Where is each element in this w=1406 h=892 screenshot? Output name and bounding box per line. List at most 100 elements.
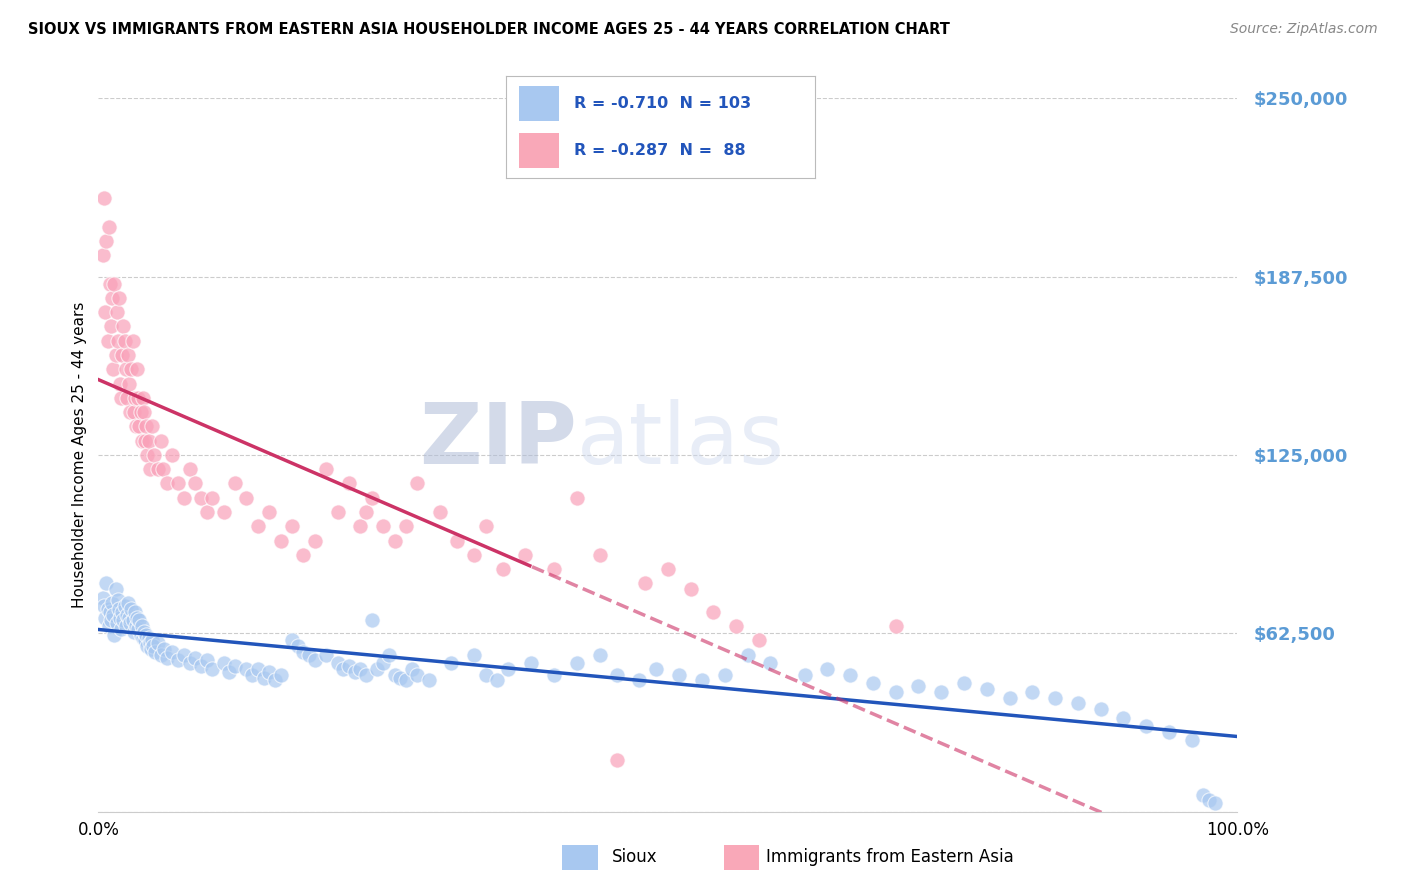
Point — [264, 673, 287, 688]
Point — [190, 659, 212, 673]
Point — [395, 673, 418, 688]
Point — [112, 319, 135, 334]
Text: atlas: atlas — [576, 399, 785, 483]
Point — [107, 334, 129, 348]
Point — [146, 462, 169, 476]
Point — [366, 662, 388, 676]
Point — [93, 191, 115, 205]
Point — [645, 662, 668, 676]
Point — [131, 619, 153, 633]
Point — [354, 505, 377, 519]
Point — [139, 642, 162, 657]
Point — [98, 277, 121, 291]
Point — [114, 619, 136, 633]
Point — [360, 491, 382, 505]
Point — [134, 633, 156, 648]
Point — [463, 648, 485, 662]
Point — [429, 505, 451, 519]
Point — [156, 650, 179, 665]
Point — [179, 462, 201, 476]
Point — [498, 662, 520, 676]
Point — [201, 662, 224, 676]
Point — [173, 648, 195, 662]
Point — [1090, 702, 1112, 716]
Point — [138, 631, 160, 645]
Point — [515, 548, 537, 562]
Point — [107, 593, 129, 607]
Point — [1157, 724, 1180, 739]
Point — [953, 676, 976, 690]
Point — [606, 667, 628, 681]
Point — [349, 519, 371, 533]
Point — [135, 419, 157, 434]
Point — [167, 476, 190, 491]
Point — [136, 639, 159, 653]
Point — [103, 628, 125, 642]
Point — [153, 642, 176, 657]
Point — [1112, 710, 1135, 724]
Point — [628, 673, 651, 688]
Point — [104, 348, 127, 362]
Point — [884, 619, 907, 633]
Point — [588, 548, 610, 562]
Point — [138, 462, 160, 476]
Point — [748, 633, 770, 648]
Point — [702, 605, 724, 619]
Point — [252, 671, 274, 685]
Point — [125, 619, 148, 633]
Point — [94, 610, 117, 624]
Point — [103, 362, 125, 376]
Point — [360, 614, 382, 628]
Point — [1067, 696, 1090, 710]
Point — [1021, 685, 1043, 699]
Point — [120, 602, 142, 616]
Point — [94, 305, 117, 319]
Point — [1204, 796, 1226, 810]
Point — [326, 657, 349, 671]
Point — [418, 673, 440, 688]
Point — [152, 462, 174, 476]
Point — [136, 448, 159, 462]
Point — [815, 662, 838, 676]
Text: ZIP: ZIP — [419, 399, 576, 483]
Point — [91, 591, 114, 605]
Point — [120, 405, 142, 419]
Point — [1192, 788, 1215, 802]
Point — [162, 645, 184, 659]
Point — [179, 657, 201, 671]
Point — [97, 219, 120, 234]
Point — [679, 582, 702, 596]
Point — [690, 673, 713, 688]
Point — [108, 602, 131, 616]
Point — [337, 659, 360, 673]
Point — [114, 599, 136, 614]
Point — [218, 665, 240, 679]
Point — [759, 657, 782, 671]
Point — [117, 596, 139, 610]
Point — [270, 667, 292, 681]
Point — [907, 679, 929, 693]
Point — [128, 419, 150, 434]
Point — [127, 622, 149, 636]
Point — [138, 636, 160, 650]
Point — [103, 607, 125, 622]
Point — [246, 519, 269, 533]
Text: Source: ZipAtlas.com: Source: ZipAtlas.com — [1230, 22, 1378, 37]
Point — [195, 505, 218, 519]
Point — [121, 334, 143, 348]
Point — [862, 676, 884, 690]
Point — [793, 667, 815, 681]
Point — [110, 622, 132, 636]
Point — [259, 665, 281, 679]
Point — [114, 334, 136, 348]
Point — [1135, 719, 1157, 733]
Point — [565, 491, 588, 505]
Point — [492, 562, 515, 576]
Point — [714, 667, 737, 681]
Point — [634, 576, 657, 591]
Point — [138, 434, 160, 448]
Y-axis label: Householder Income Ages 25 - 44 years: Householder Income Ages 25 - 44 years — [72, 301, 87, 608]
Point — [96, 234, 118, 248]
Point — [115, 391, 138, 405]
Point — [127, 610, 149, 624]
